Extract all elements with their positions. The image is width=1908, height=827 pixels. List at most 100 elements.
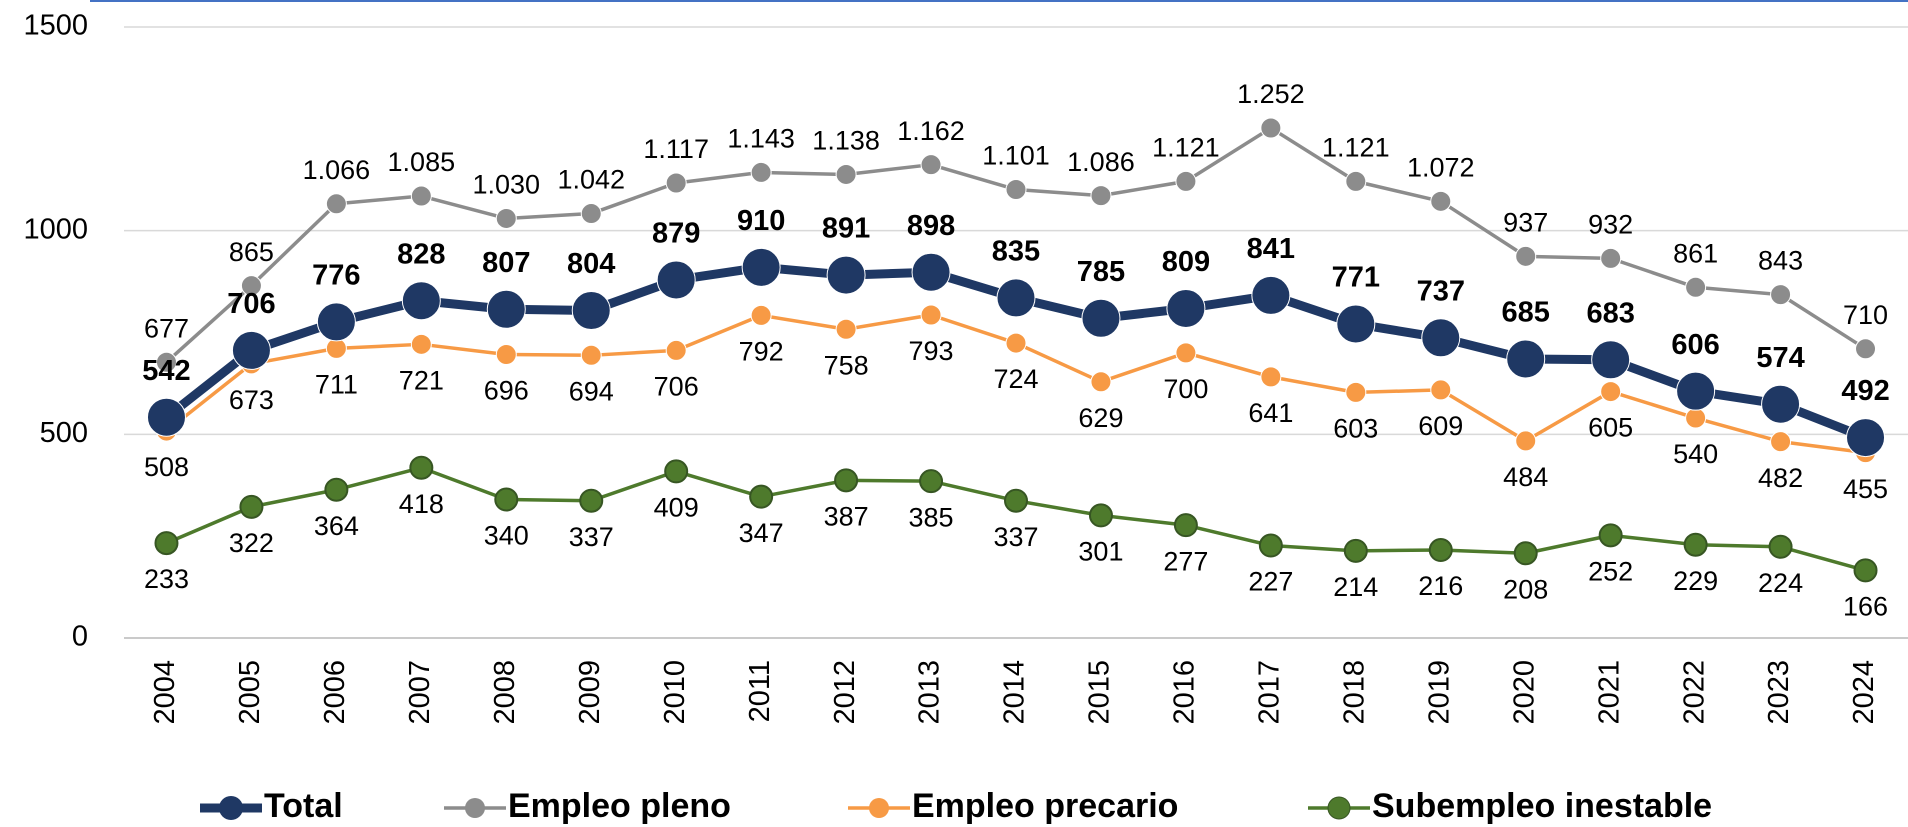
data-label: 835 xyxy=(992,236,1040,268)
point xyxy=(486,289,526,329)
point xyxy=(1846,418,1886,458)
data-label: 224 xyxy=(1758,568,1803,598)
point xyxy=(579,488,604,513)
data-label: 340 xyxy=(484,521,529,551)
point xyxy=(826,255,866,295)
x-tick-label: 2009 xyxy=(574,660,606,725)
point xyxy=(1600,381,1622,403)
x-tick-label: 2022 xyxy=(1678,660,1710,725)
point xyxy=(1260,117,1282,139)
point xyxy=(495,207,517,229)
point xyxy=(834,468,859,493)
point xyxy=(1345,170,1367,192)
data-label: 301 xyxy=(1078,537,1123,567)
data-label: 1.085 xyxy=(388,147,456,177)
x-tick-label: 2006 xyxy=(319,660,351,725)
data-label: 677 xyxy=(144,313,189,343)
x-tick-label: 2018 xyxy=(1338,660,1370,725)
point xyxy=(996,278,1036,318)
data-label: 484 xyxy=(1503,462,1548,492)
point xyxy=(1175,170,1197,192)
point xyxy=(1258,533,1283,558)
point xyxy=(1336,304,1376,344)
data-label: 629 xyxy=(1078,403,1123,433)
data-label: 694 xyxy=(569,376,614,406)
data-label: 277 xyxy=(1163,546,1208,576)
point xyxy=(1676,371,1716,411)
point xyxy=(1090,185,1112,207)
point xyxy=(155,351,177,373)
data-label: 1.138 xyxy=(812,126,880,156)
data-label: 482 xyxy=(1758,463,1803,493)
data-label: 409 xyxy=(654,493,699,523)
data-label: 1.121 xyxy=(1322,133,1390,163)
point xyxy=(1173,513,1198,538)
series-line xyxy=(165,465,1866,573)
point xyxy=(1761,384,1801,424)
legend-marker xyxy=(1327,796,1351,820)
point xyxy=(401,281,441,321)
point xyxy=(920,154,942,176)
data-label: 841 xyxy=(1247,233,1295,265)
point xyxy=(1175,342,1197,364)
point xyxy=(1430,379,1452,401)
x-tick-label: 2005 xyxy=(234,660,266,725)
point xyxy=(1005,179,1027,201)
point xyxy=(325,193,347,215)
point xyxy=(1251,275,1291,315)
point xyxy=(580,203,602,225)
data-label: 364 xyxy=(314,511,359,541)
x-tick-label: 2020 xyxy=(1508,660,1540,725)
point xyxy=(656,260,696,300)
data-label: 1.252 xyxy=(1237,79,1305,109)
point xyxy=(750,304,772,326)
point xyxy=(1088,503,1113,528)
point xyxy=(1260,366,1282,388)
data-label: 683 xyxy=(1586,297,1634,329)
point xyxy=(741,247,781,287)
point xyxy=(324,477,349,502)
data-label: 804 xyxy=(567,248,615,280)
point xyxy=(495,343,517,365)
point xyxy=(1421,318,1461,358)
point xyxy=(1506,339,1546,379)
point xyxy=(1166,288,1206,328)
point xyxy=(1770,284,1792,306)
data-label: 879 xyxy=(652,218,700,250)
data-label: 721 xyxy=(399,365,444,395)
data-label: 711 xyxy=(315,370,358,400)
point xyxy=(835,318,857,340)
data-label: 843 xyxy=(1758,246,1803,276)
data-label: 1.117 xyxy=(643,134,709,164)
point xyxy=(919,469,944,494)
x-tick-label: 2004 xyxy=(149,660,181,725)
x-tick-label: 2011 xyxy=(744,660,776,722)
point xyxy=(920,304,942,326)
data-label: 1.121 xyxy=(1152,133,1220,163)
data-label: 233 xyxy=(144,564,189,594)
point xyxy=(1853,558,1878,583)
point xyxy=(410,333,432,355)
data-label: 696 xyxy=(484,376,529,406)
point xyxy=(1513,541,1538,566)
point xyxy=(1598,523,1623,548)
data-label: 910 xyxy=(737,205,785,237)
data-label: 1.143 xyxy=(727,124,795,154)
data-label: 700 xyxy=(1163,374,1208,404)
x-tick-label: 2014 xyxy=(999,660,1031,725)
data-label: 710 xyxy=(1843,300,1888,330)
data-label: 492 xyxy=(1841,375,1889,407)
data-label: 809 xyxy=(1162,246,1210,278)
point xyxy=(665,339,687,361)
data-label: 792 xyxy=(739,337,784,367)
data-label: 1.162 xyxy=(897,116,965,146)
point xyxy=(1855,338,1877,360)
data-label: 1.101 xyxy=(982,141,1050,171)
point xyxy=(231,330,271,370)
data-label: 641 xyxy=(1248,398,1293,428)
data-label: 542 xyxy=(142,355,190,387)
legend-label: Empleo precario xyxy=(912,787,1178,825)
legend-marker xyxy=(869,798,889,818)
legend-label: Subempleo inestable xyxy=(1372,787,1712,825)
